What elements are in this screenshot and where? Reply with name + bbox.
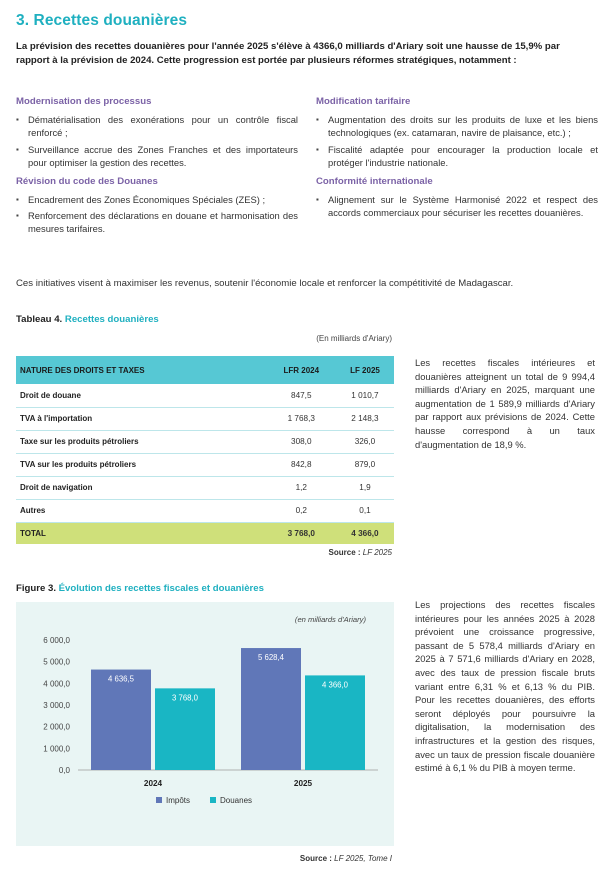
table-label: Tableau 4. xyxy=(16,314,63,325)
side-paragraph-projections: Les projections des recettes fiscales in… xyxy=(415,599,595,774)
bullet-item: Encadrement des Zones Économiques Spécia… xyxy=(16,193,298,207)
legend-swatch-impôts xyxy=(156,797,162,803)
y-tick-label: 6 000,0 xyxy=(43,636,70,645)
subheading-conformite: Conformité internationale xyxy=(316,175,433,187)
bullet-item: Renforcement des déclarations en douane … xyxy=(16,209,298,236)
bullet-item: Dématérialisation des exonérations pour … xyxy=(16,113,298,140)
bar-value-label: 4 366,0 xyxy=(322,680,349,689)
conclusion-paragraph: Ces initiatives visent à maximiser les r… xyxy=(16,278,514,289)
cell-2025: 2 148,3 xyxy=(335,407,394,431)
cell-2024: 1,2 xyxy=(266,476,336,500)
table-caption: Tableau 4. Recettes douanières xyxy=(16,314,159,325)
column-header-lfr-2024: LFR 2024 xyxy=(266,356,336,384)
subheading-revision: Révision du code des Douanes xyxy=(16,175,158,187)
bullet-item: Surveillance accrue des Zones Franches e… xyxy=(16,143,298,170)
y-tick-label: 0,0 xyxy=(59,766,71,775)
row-name-total: TOTAL xyxy=(16,522,267,544)
table-header-row: NATURE DES DROITS ET TAXES LFR 2024 LF 2… xyxy=(16,356,394,384)
cell-2024: 308,0 xyxy=(266,430,336,454)
revenue-bar-chart: (en milliards d'Ariary) 0,0 1 000,0 2 000,0… xyxy=(43,615,378,805)
row-name: TVA à l'importation xyxy=(16,407,267,431)
bullet-item: Alignement sur le Système Harmonisé 2022… xyxy=(316,193,598,220)
right-column: Modification tarifaire Augmentation des … xyxy=(316,96,598,222)
table-row: TVA à l'importation 1 768,3 2 148,3 xyxy=(16,407,394,431)
cell-total-2024: 3 768,0 xyxy=(266,522,336,544)
cell-2025: 326,0 xyxy=(335,430,394,454)
chart-unit-note: (en milliards d'Ariary) xyxy=(295,615,367,624)
y-tick-label: 1 000,0 xyxy=(43,744,70,753)
table-row: Droit de douane 847,5 1 010,7 xyxy=(16,384,394,408)
left-column: Modernisation des processus Dématérialis… xyxy=(16,96,298,239)
figure-title: Évolution des recettes fiscales et douan… xyxy=(58,583,264,594)
subheading-modification: Modification tarifaire xyxy=(316,96,411,107)
cell-2025: 1,9 xyxy=(335,476,394,500)
table-source-label: Source : xyxy=(328,548,361,557)
x-tick-label: 2025 xyxy=(294,779,313,788)
cell-total-2025: 4 366,0 xyxy=(335,522,394,544)
cell-2024: 842,8 xyxy=(266,453,336,477)
column-header-lf-2025: LF 2025 xyxy=(335,356,394,384)
bar-impôts-2024 xyxy=(91,669,151,770)
cell-2025: 879,0 xyxy=(335,453,394,477)
y-tick-label: 4 000,0 xyxy=(43,679,70,688)
figure-label: Figure 3. xyxy=(16,583,56,594)
legend-label-douanes: Douanes xyxy=(220,796,252,805)
row-name: Autres xyxy=(16,499,267,523)
table-total-row: TOTAL 3 768,0 4 366,0 xyxy=(16,522,394,544)
table-row: Droit de navigation 1,2 1,9 xyxy=(16,476,394,500)
row-name: TVA sur les produits pétroliers xyxy=(16,453,267,477)
y-tick-label: 3 000,0 xyxy=(43,701,70,710)
table-row: Autres 0,2 0,1 xyxy=(16,499,394,523)
table-source-value: LF 2025 xyxy=(362,548,392,557)
figure-source-label: Source : xyxy=(299,854,332,863)
customs-revenue-table: NATURE DES DROITS ET TAXES LFR 2024 LF 2… xyxy=(16,356,394,544)
column-header-nature: NATURE DES DROITS ET TAXES xyxy=(16,356,267,384)
figure-source: Source : LF 2025, Tome I xyxy=(16,854,392,863)
legend-swatch-douanes xyxy=(210,797,216,803)
x-tick-label: 2024 xyxy=(144,779,163,788)
section-title: 3. Recettes douanières xyxy=(16,12,188,29)
cell-2025: 0,1 xyxy=(335,499,394,523)
table-unit-note: (En milliards d'Ariary) xyxy=(316,334,392,343)
table-row: Taxe sur les produits pétroliers 308,0 3… xyxy=(16,430,394,454)
figure-caption: Figure 3. Évolution des recettes fiscale… xyxy=(16,583,264,594)
row-name: Droit de douane xyxy=(16,384,267,408)
chart-container: (en milliards d'Ariary) 0,0 1 000,0 2 000,0… xyxy=(16,602,394,846)
cell-2024: 1 768,3 xyxy=(266,407,336,431)
cell-2025: 1 010,7 xyxy=(335,384,394,408)
bar-value-label: 3 768,0 xyxy=(172,693,199,702)
cell-2024: 847,5 xyxy=(266,384,336,408)
intro-paragraph: La prévision des recettes douanières pou… xyxy=(16,41,560,66)
row-name: Taxe sur les produits pétroliers xyxy=(16,430,267,454)
side-paragraph-revenues: Les recettes fiscales intérieures et dou… xyxy=(415,357,595,450)
row-name: Droit de navigation xyxy=(16,476,267,500)
bullet-item: Fiscalité adaptée pour encourager la pro… xyxy=(316,143,598,170)
bar-value-label: 5 628,4 xyxy=(258,653,285,662)
y-tick-label: 2 000,0 xyxy=(43,723,70,732)
table-source: Source : LF 2025 xyxy=(16,548,392,557)
bullet-item: Augmentation des droits sur les produits… xyxy=(316,113,598,140)
figure-source-value: LF 2025, Tome I xyxy=(334,854,392,863)
y-tick-label: 5 000,0 xyxy=(43,658,70,667)
table-title: Recettes douanières xyxy=(64,314,159,325)
bar-impôts-2025 xyxy=(241,648,301,770)
table-row: TVA sur les produits pétroliers 842,8 87… xyxy=(16,453,394,477)
cell-2024: 0,2 xyxy=(266,499,336,523)
bar-value-label: 4 636,5 xyxy=(108,675,135,684)
subheading-modernisation: Modernisation des processus xyxy=(16,96,152,107)
bar-douanes-2024 xyxy=(155,688,215,770)
legend-label-impôts: Impôts xyxy=(166,796,190,805)
bar-douanes-2025 xyxy=(305,675,365,770)
